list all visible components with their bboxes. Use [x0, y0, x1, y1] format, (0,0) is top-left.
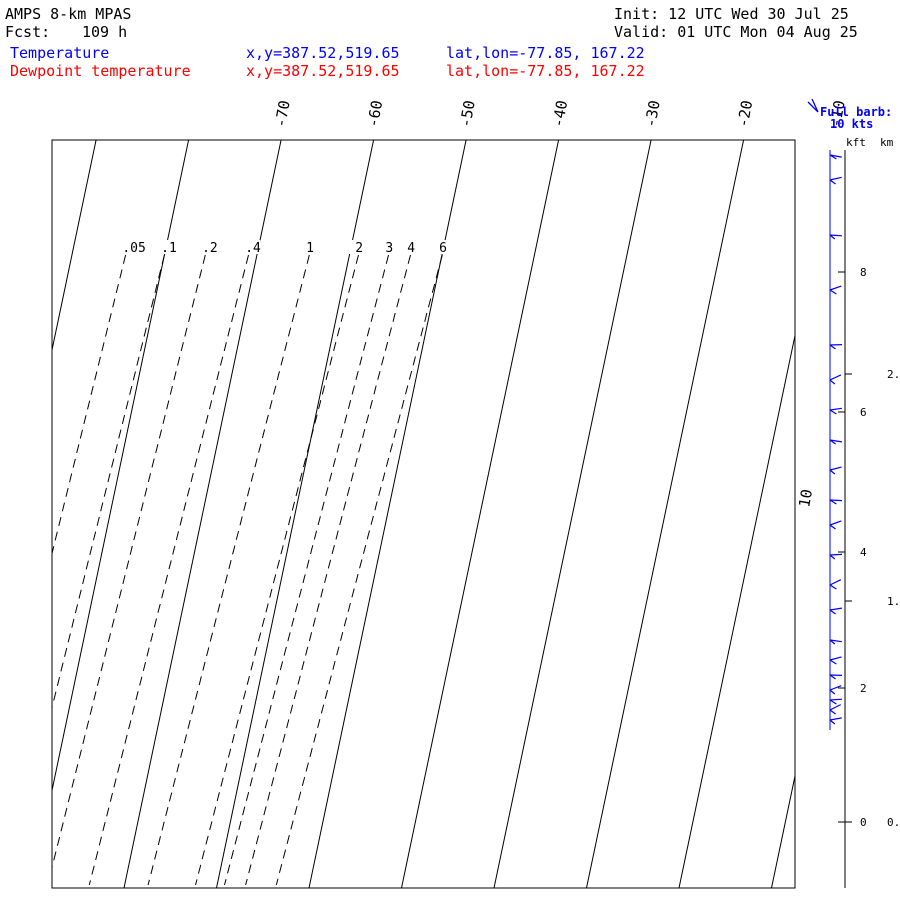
km-label: 1. — [887, 595, 900, 608]
latlon-temp: lat,lon=-77.85, 167.22 — [446, 44, 645, 62]
wind-barb — [829, 344, 843, 350]
mixing-ratio-label: 2 — [355, 241, 363, 256]
temperature-label: -10 — [826, 99, 848, 129]
mixing-ratio-label: 4 — [407, 241, 415, 256]
barb-legend-value: 10 kts — [830, 117, 873, 131]
grid-xy-dew: x,y=387.52,519.65 — [246, 62, 400, 80]
mixing-ratio-line — [245, 254, 411, 886]
forecast-label: Fcst: — [5, 23, 51, 41]
temperature-label: -20 — [734, 99, 756, 129]
wind-barb — [829, 154, 842, 160]
mixing-ratio-label: .4 — [245, 241, 261, 256]
km-label: 2. — [887, 368, 900, 381]
mixing-ratio-label: 1 — [306, 241, 314, 256]
mixing-ratio-line — [88, 254, 249, 886]
km-axis-title: km — [880, 136, 894, 149]
mixing-ratio-label: 3 — [385, 241, 393, 256]
kft-label: 8 — [860, 266, 867, 279]
wind-barb — [829, 717, 842, 725]
mixing-ratio-line — [224, 254, 389, 886]
kft-label: 2 — [860, 682, 867, 695]
mixing-ratio-label: .05 — [122, 241, 145, 256]
mixing-ratio-label: 6 — [439, 241, 447, 256]
latlon-dew: lat,lon=-77.85, 167.22 — [446, 62, 645, 80]
mixing-ratio-line — [195, 254, 359, 886]
wind-barb — [829, 176, 842, 185]
isotherm-line — [864, 140, 900, 888]
wind-barb — [829, 374, 842, 385]
temperature-label: -60 — [364, 99, 386, 129]
wind-barb — [829, 439, 842, 445]
temperature-label: -70 — [271, 99, 293, 129]
wind-barb — [829, 685, 842, 695]
kft-label: 0 — [860, 816, 867, 829]
mixing-ratio-label: .1 — [161, 241, 177, 256]
mixing-ratio-line — [52, 254, 206, 870]
isotherm-line — [216, 140, 375, 888]
mixing-ratio-line — [52, 254, 165, 710]
wind-barb — [829, 407, 842, 415]
dewpoint-legend: Dewpoint temperature — [10, 62, 191, 80]
wind-barb — [829, 656, 842, 665]
mixing-ratio-line — [147, 254, 310, 886]
mixing-ratio-line — [275, 254, 443, 886]
isotherm-line — [586, 140, 745, 888]
kft-label: 6 — [860, 406, 867, 419]
isotherm-line — [401, 140, 560, 888]
wind-barb — [829, 499, 843, 505]
isotherm-line — [0, 140, 4, 888]
isotherm-line — [493, 140, 652, 888]
wind-barb — [829, 553, 843, 560]
wind-barb — [829, 704, 841, 715]
temperature-label: -40 — [549, 99, 571, 129]
temperature-label: -30 — [641, 99, 663, 129]
isotherm-line — [678, 333, 795, 888]
isotherm-line — [52, 140, 97, 353]
valid-time: Valid: 01 UTC Mon 04 Aug 25 — [614, 23, 858, 41]
isotherm-line — [52, 140, 190, 793]
wind-barb — [829, 520, 842, 530]
wind-barb — [829, 285, 842, 295]
kft-axis-title: kft — [846, 136, 866, 149]
isotherm-line — [308, 140, 467, 888]
wind-barb — [829, 234, 843, 240]
km-label: 0. — [887, 816, 900, 829]
barb-legend-glyph — [807, 98, 819, 113]
isotherm-line — [123, 140, 282, 888]
forecast-hour: 109 h — [82, 23, 128, 41]
wind-barb — [829, 698, 843, 705]
grid-xy-temp: x,y=387.52,519.65 — [246, 44, 400, 62]
wind-barb — [829, 579, 842, 590]
temperature-label: -50 — [456, 99, 478, 129]
kft-label: 4 — [860, 546, 867, 559]
temperature-label: 10 — [795, 488, 816, 509]
isotherm-line — [771, 773, 795, 888]
plot-frame — [51, 139, 796, 889]
model-title: AMPS 8-km MPAS — [5, 5, 132, 23]
wind-barb — [829, 674, 843, 680]
mixing-ratio-line — [52, 254, 127, 556]
barb-legend-title: Full barb: — [820, 105, 892, 119]
wind-barb — [829, 607, 842, 615]
mixing-ratio-label: .2 — [202, 241, 218, 256]
init-time: Init: 12 UTC Wed 30 Jul 25 — [614, 5, 849, 23]
wind-barb — [829, 466, 842, 475]
temperature-legend: Temperature — [10, 44, 110, 62]
wind-barb — [829, 639, 842, 645]
